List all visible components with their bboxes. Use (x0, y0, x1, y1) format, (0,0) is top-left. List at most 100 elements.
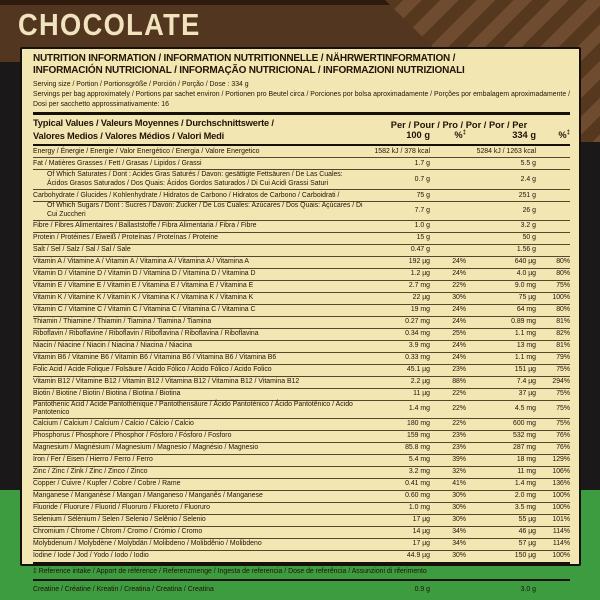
value-per-334g: 0.89 mg (511, 317, 536, 325)
serving-info: Serving size / Portion / Portionsgröße /… (33, 80, 570, 109)
value-per-334g: 11 mg (517, 468, 536, 476)
pct-per-334g: 129% (552, 456, 570, 464)
nutrient-row: Of Which Sugars / Dont : Sucres / Davon:… (33, 202, 570, 221)
value-per-334g: 532 mg (513, 432, 536, 440)
pct-per-100g: 23% (452, 444, 466, 452)
pct-per-100g: 34% (452, 540, 466, 548)
nutrient-row: Zinc / Zinc / Zink / Zinc / Zinco / Zinc… (33, 467, 570, 479)
value-per-100g: 3.2 mg (408, 468, 430, 476)
value-per-100g: 22 µg (412, 293, 430, 301)
nutrient-label: Vitamin E / Vitamine E / Vitamin E / Vit… (33, 281, 254, 289)
pct-per-334g: 294% (552, 377, 570, 385)
table-column-header: Typical Values / Valeurs Moyennes / Durc… (33, 117, 570, 142)
pct-per-334g: 79% (556, 353, 570, 361)
value-per-100g: 0.47 g (410, 245, 430, 253)
nutrient-row: Vitamin D / Vitamine D / Vitamin D / Vit… (33, 269, 570, 281)
value-per-100g: 0.27 mg (405, 317, 430, 325)
nutrition-panel: NUTRITION INFORMATION / INFORMATION NUTR… (20, 47, 581, 593)
value-per-334g: 151 µg (514, 365, 536, 373)
servings-per-bag-line: Servings per bag approximately / Portion… (33, 91, 570, 99)
nutrient-label: Biotin / Biotine / Biotin / Biotina / Bi… (33, 389, 181, 397)
value-per-100g: 0.34 mg (405, 329, 430, 337)
value-per-334g: 4.0 µg (516, 269, 536, 277)
value-per-334g: 3.5 mg (514, 504, 536, 512)
value-per-100g: 0.41 mg (405, 480, 430, 488)
nutrient-label: Calcium / Calcium / Calcium / Calcio / C… (33, 420, 194, 428)
pct-per-100g: 24% (452, 341, 466, 349)
value-per-100g: 2.7 mg (408, 281, 430, 289)
nutrient-label: Zinc / Zinc / Zink / Zinc / Zinco / Zinc… (33, 468, 148, 476)
nutrient-row: Molybdenum / Molybdène / Molybdän / Moli… (33, 539, 570, 551)
pct-per-334g: 75% (556, 365, 570, 373)
nutrient-label: Magnesium / Magnésium / Magnesium / Magn… (33, 444, 259, 452)
nutrient-label: Folic Acid / Acide Folique / Folsäure / … (33, 365, 272, 373)
pct-per-100g: 24% (452, 353, 466, 361)
nutrient-label: Manganese / Manganèse / Mangan / Mangane… (33, 492, 263, 500)
nutrient-row: Iodine / Iode / Jod / Yodo / Iodo / Iodi… (33, 551, 570, 562)
nutrient-label: Vitamin D / Vitamine D / Vitamin D / Vit… (33, 269, 256, 277)
value-per-334g: 50 g (522, 233, 536, 241)
nutrient-label: Vitamin B12 / Vitamine B12 / Vitamin B12… (33, 377, 300, 385)
nutrient-label: Riboflavin / Riboflavine / Riboflavin / … (33, 329, 259, 337)
nutrient-label: Carbohydrate / Glucides / Kohlenhydrate … (33, 191, 340, 199)
pct-per-334g: 82% (556, 329, 570, 337)
pct-per-100g: 88% (452, 377, 466, 385)
nutrient-row: Fat / Matières Grasses / Fett / Grasas /… (33, 158, 570, 171)
value-per-334g: 26 g (522, 206, 536, 214)
nutrient-label: Vitamin C / Vitamine C / Vitamin C / Vit… (33, 305, 256, 313)
nutrient-row: Protein / Protéines / Eiweiß / Proteínas… (33, 233, 570, 245)
value-per-334g: 13 mg (516, 341, 536, 349)
value-per-334g: 9.0 mg (514, 281, 536, 289)
value-per-100g: 5.4 mg (408, 456, 430, 464)
nutrient-label: Copper / Cuivre / Kupfer / Cobre / Cobre… (33, 480, 181, 488)
pct-per-100g: 32% (452, 468, 466, 476)
nutrient-label: Vitamin K / Vitamine K / Vitamin K / Vit… (33, 293, 254, 301)
value-per-100g: 1.2 µg (410, 269, 430, 277)
pct-per-334g: 76% (556, 432, 570, 440)
pct-per-100g: 22% (452, 281, 466, 289)
divider-above-footnote (33, 561, 570, 565)
value-per-100g: 2.2 µg (410, 377, 430, 385)
nutrient-row: Pantothenic Acid / Acide Pantothénique /… (33, 401, 570, 419)
value-per-334g: 1.4 mg (514, 480, 536, 488)
value-per-100g: 19 mg (410, 305, 430, 313)
nutrient-label: Vitamin A / Vitamine A / Vitamin A / Vit… (33, 257, 250, 265)
value-per-334g: 55 µg (518, 516, 536, 524)
pct-per-334g: 114% (552, 540, 570, 548)
pct-per-100g: 24% (452, 317, 466, 325)
value-per-334g: 640 µg (514, 257, 536, 265)
value-per-100g: 45.1 µg (406, 365, 430, 373)
value-per-334g: 3.0 g (520, 585, 536, 593)
flavor-title: CHOCOLATE (18, 7, 201, 42)
nutrient-row: Vitamin K / Vitamine K / Vitamin K / Vit… (33, 293, 570, 305)
nutrient-row: Riboflavin / Riboflavine / Riboflavin / … (33, 329, 570, 341)
pct-per-334g: 81% (556, 341, 570, 349)
nutrient-row: Biotin / Biotine / Biotin / Biotina / Bi… (33, 389, 570, 401)
col-pct2-header: %‡ (558, 129, 570, 140)
servings-per-bag-line2: Dosi per sacchetto approssimativamente: … (33, 100, 169, 108)
value-per-334g: 150 µg (514, 552, 536, 560)
pct-per-100g: 23% (452, 432, 466, 440)
value-per-100g: 85.8 mg (405, 444, 430, 452)
nutrient-rows: Energy / Énergie / Energie / Valor Energ… (33, 146, 570, 562)
nutrient-label: Vitamin B6 / Vitamine B6 / Vitamin B6 / … (33, 353, 277, 361)
pct-per-100g: 24% (452, 305, 466, 313)
divider-under-header (33, 144, 570, 147)
nutrient-label: Fat / Matières Grasses / Fett / Grasas /… (33, 159, 202, 167)
pct-per-334g: 101% (552, 516, 570, 524)
pct-per-334g: 80% (556, 305, 570, 313)
value-per-334g: 5284 kJ / 1263 kcal (476, 147, 536, 155)
typical-values-line1: Typical Values / Valeurs Moyennes / Durc… (33, 118, 274, 129)
pct-per-100g: 30% (452, 552, 466, 560)
pct-per-334g: 106% (552, 468, 570, 476)
nutrient-label: Pantothenic Acid / Acide Pantothénique /… (33, 400, 353, 417)
pct-per-100g: 24% (452, 269, 466, 277)
nutrient-label: Protein / Protéines / Eiweiß / Proteínas… (33, 233, 218, 241)
pct-per-100g: 34% (452, 528, 466, 536)
divider-thick (33, 112, 570, 116)
value-per-334g: 600 mg (513, 420, 536, 428)
nutrient-label: Niacin / Niacine / Niacin / Niacina / Ni… (33, 341, 192, 349)
col-100g-header: 100 g (406, 129, 430, 140)
value-per-334g: 18 mg (516, 456, 536, 464)
nutrient-label: Iodine / Iode / Jod / Yodo / Iodo / Iodi… (33, 552, 149, 560)
